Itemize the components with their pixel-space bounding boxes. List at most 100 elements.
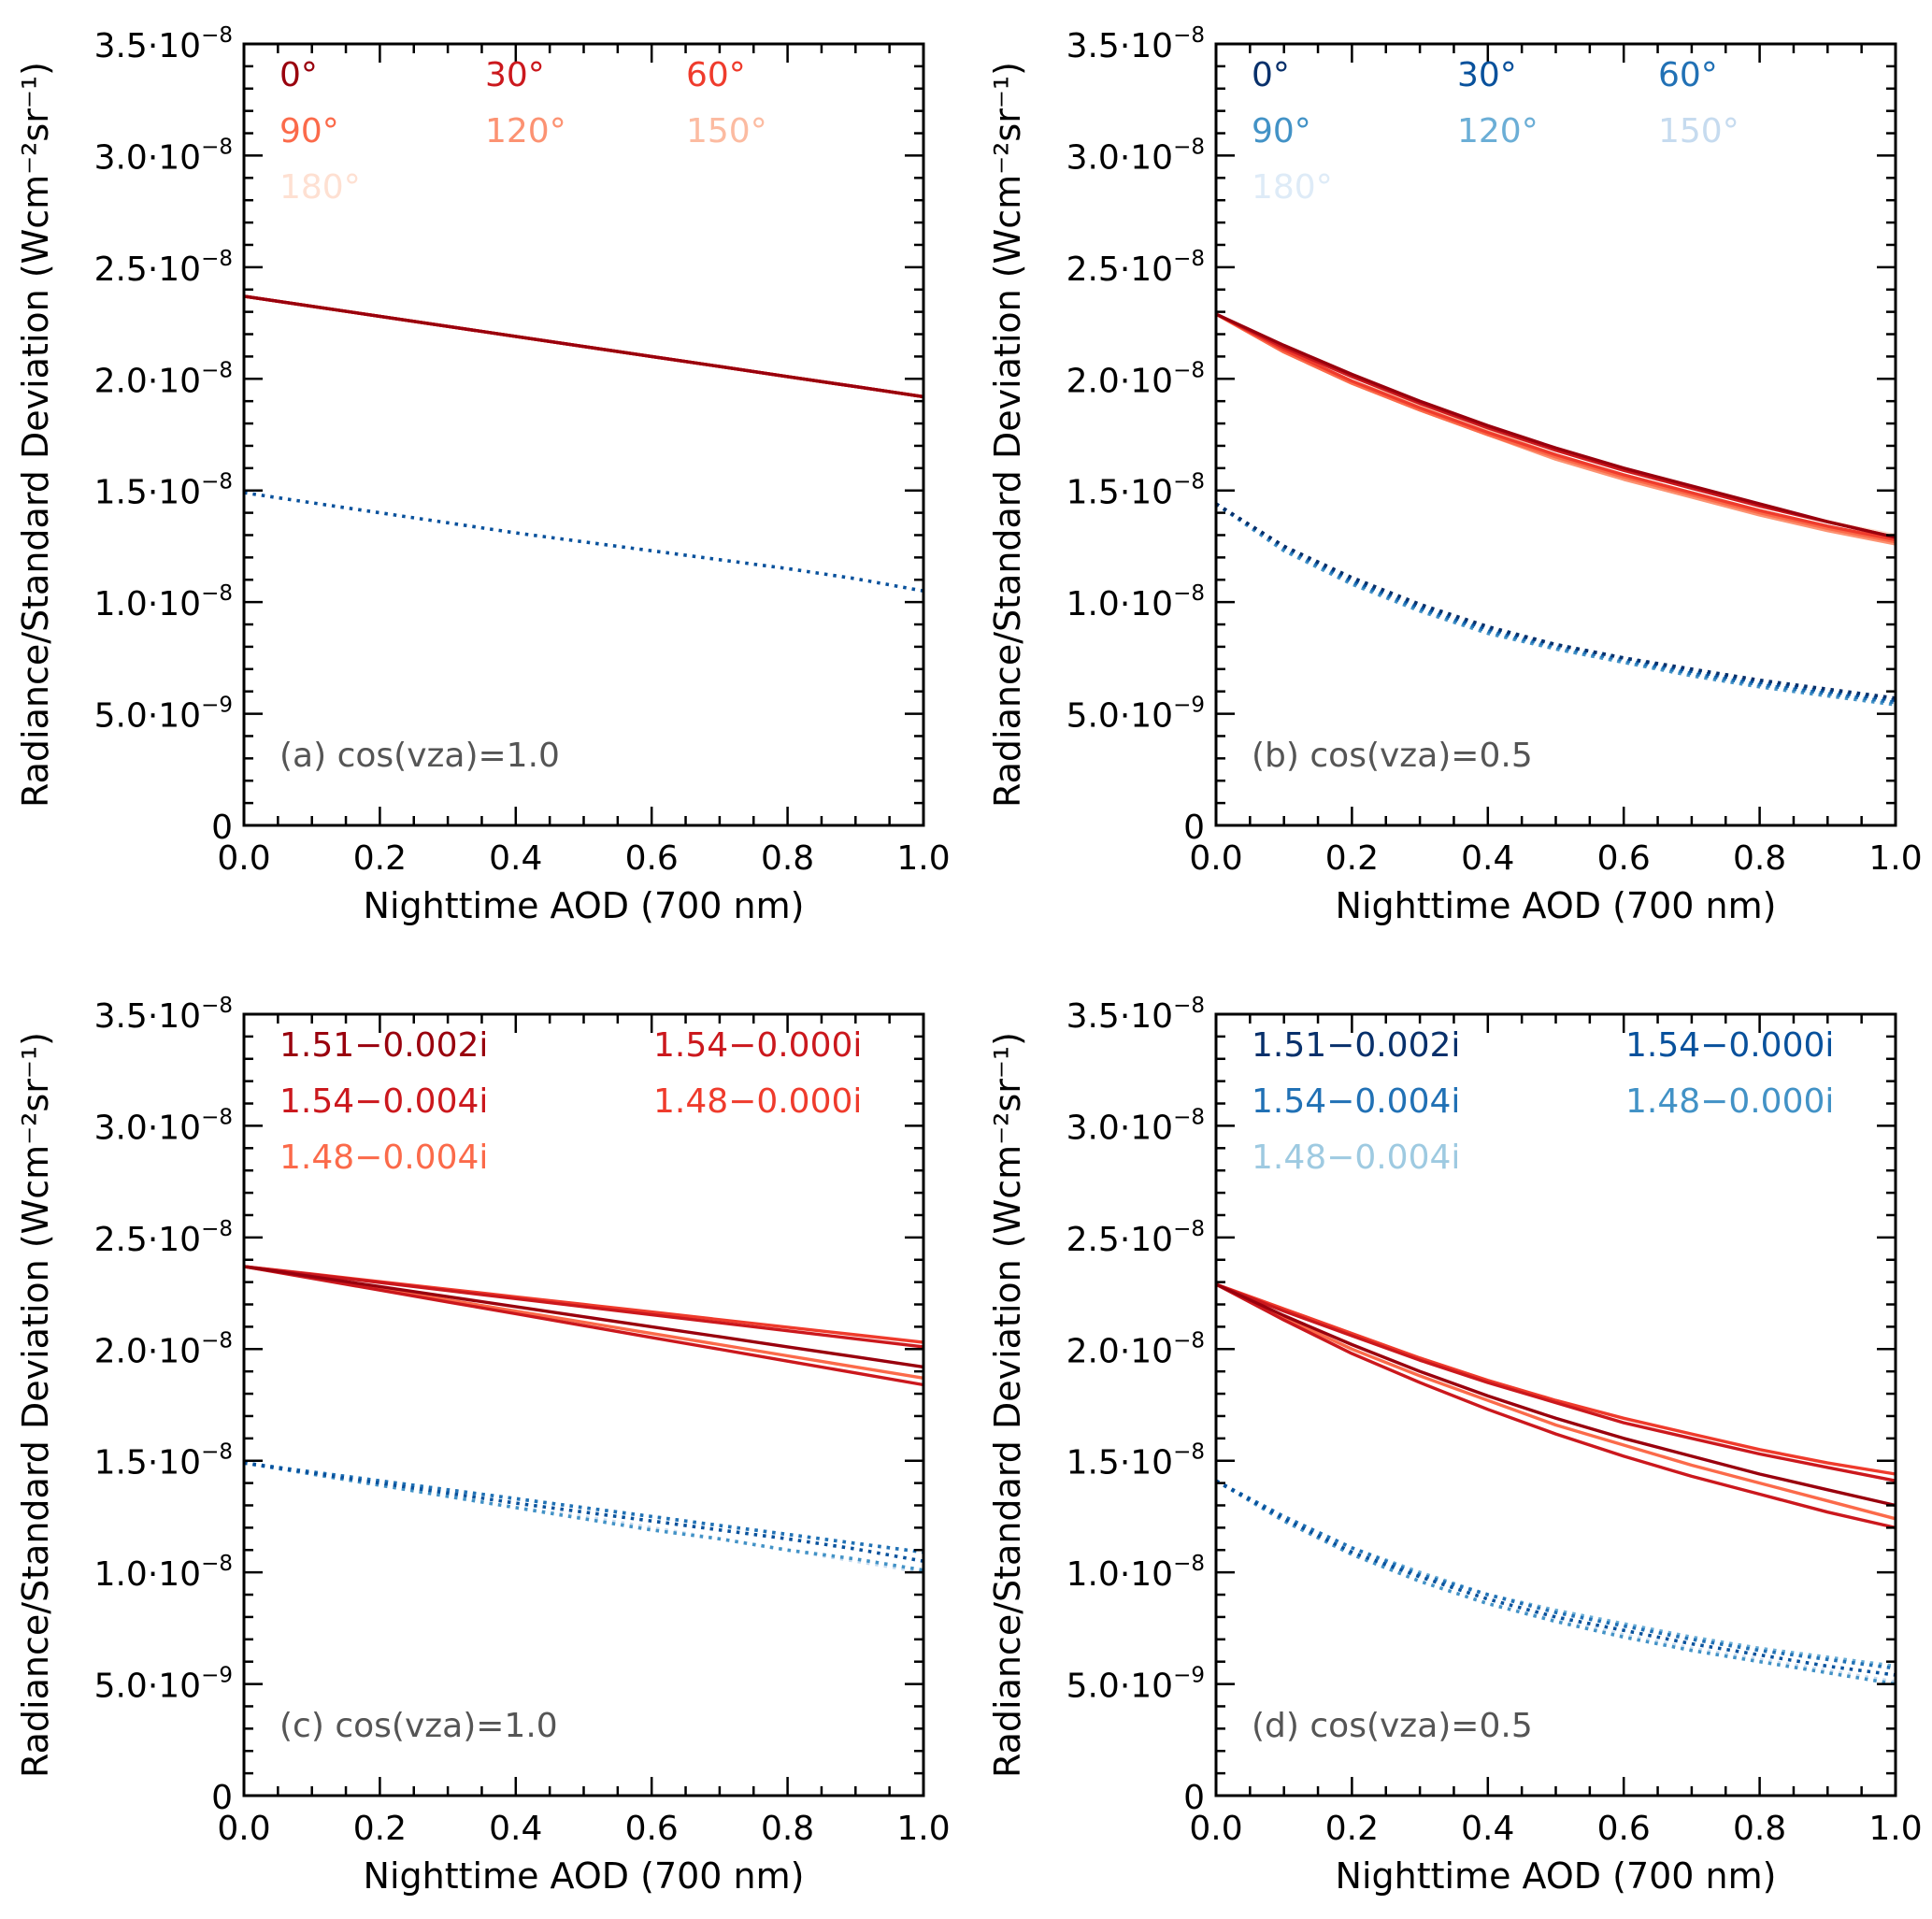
x-tick-label: 0.0 [217,839,270,878]
legend-entry: 60° [1658,56,1718,94]
y-tick-label: 2.5·10−8 [1066,247,1205,289]
chart-panel-a: 0.0 0.2 0.4 0.6 0.8 1.0 3.5·10−8 3.0·10−8 2.5·10… [15,23,951,926]
series-line-8 [1215,1479,1896,1670]
legend-entry: 1.54−0.004i [1252,1082,1460,1121]
x-axis-title: Nighttime AOD (700 nm) [1336,1855,1777,1897]
legend-entry: 120° [485,112,566,150]
legend: 0° 30° 60° 90° 120° 150° 180° [279,56,767,207]
series-group [1214,312,1896,707]
legend: 1.51−0.002i 1.54−0.000i 1.54−0.004i 1.48−0.… [279,1026,862,1177]
legend-entry: 180° [279,168,361,207]
x-axis-title: Nighttime AOD (700 nm) [364,885,805,926]
legend-entry: 30° [1457,56,1517,94]
chart-panel-d: 0.0 0.2 0.4 0.6 0.8 1.0 3.5·10−8 3.0·10−8 2.5·10… [987,994,1923,1897]
series-line-11 [1215,502,1896,705]
series-line-4 [1215,312,1896,541]
y-tick-label: 1.0·10−8 [1066,581,1205,623]
series-line-9 [1215,1479,1896,1677]
x-tick-label: 0.8 [1733,1810,1786,1848]
legend-entry: 90° [279,112,339,150]
y-tick-label: 1.0·10−8 [1066,1552,1205,1594]
legend-entry: 60° [686,56,746,94]
y-tick-label: 5.0·10−9 [94,694,233,736]
y-tick-label: 2.0·10−8 [94,1328,233,1370]
panel-label: (a) cos(vza)=1.0 [279,737,560,775]
y-tick-label: 0 [211,809,233,847]
series-line-4 [243,1265,924,1369]
panel-label: (b) cos(vza)=0.5 [1252,737,1533,775]
y-axis-title: Radiance/Standard Deviation (Wcm⁻²sr⁻¹) [15,62,56,808]
series-line-9 [1214,502,1896,705]
y-axis-title: Radiance/Standard Deviation (Wcm⁻²sr⁻¹) [987,62,1028,808]
y-axis-title: Radiance/Standard Deviation (Wcm⁻²sr⁻¹) [15,1032,56,1778]
x-axis-title: Nighttime AOD (700 nm) [1336,885,1777,926]
y-tick-label: 3.5·10−8 [1066,23,1205,65]
x-tick-label: 0.8 [761,839,814,878]
y-tick-label: 2.5·10−8 [1066,1217,1205,1259]
legend-entry: 1.48−0.000i [1625,1082,1834,1121]
x-tick-label: 0.6 [1597,1810,1651,1848]
legend-entry: 1.54−0.000i [1625,1026,1834,1065]
series-line-5 [243,1461,924,1574]
y-tick-label: 0 [211,1779,233,1817]
series-line-7 [243,1461,924,1572]
legend-entry: 1.51−0.002i [1252,1026,1460,1065]
panel-label: (c) cos(vza)=1.0 [279,1707,558,1745]
plot-frame [242,1012,925,1797]
legend-entry: 0° [279,56,318,94]
y-tick-label: 1.5·10−8 [94,470,233,512]
x-tick-label: 0.6 [1597,839,1651,878]
y-tick-label: 1.0·10−8 [94,581,233,623]
series-line-6 [243,294,924,399]
legend: 0° 30° 60° 90° 120° 150° 180° [1252,56,1739,207]
x-tick-label: 1.0 [896,839,950,878]
x-tick-label: 0.0 [1189,1810,1242,1848]
y-tick-label: 5.0·10−9 [1066,694,1205,736]
series-line-3 [243,1265,924,1349]
x-tick-label: 0.4 [489,1810,542,1848]
y-axis-title: Radiance/Standard Deviation (Wcm⁻²sr⁻¹) [987,1032,1028,1778]
y-tick-label: 5.0·10−9 [1066,1664,1205,1706]
x-tick-label: 0.6 [625,1810,679,1848]
legend-entry: 1.54−0.000i [653,1026,862,1065]
plot-frame [1214,42,1897,827]
y-tick-label: 1.0·10−8 [94,1552,233,1594]
legend-entry: 30° [485,56,545,94]
y-tick-label: 1.5·10−8 [94,1440,233,1482]
x-tick-label: 0.2 [353,1810,407,1848]
series-line-1 [1215,312,1896,541]
x-tick-label: 0.6 [625,839,679,878]
series-line-13 [1215,502,1896,700]
series-line-0 [1215,312,1896,537]
legend-entry: 1.54−0.004i [279,1082,488,1121]
x-tick-label: 0.0 [1189,839,1242,878]
series-line-2 [1215,312,1896,546]
legend: 1.51−0.002i 1.54−0.000i 1.54−0.004i 1.48−0.… [1252,1026,1834,1177]
legend-entry: 90° [1252,112,1311,150]
x-tick-label: 0.2 [1325,839,1379,878]
series-line-7 [243,491,924,593]
legend-entry: 150° [1658,112,1739,150]
x-tick-label: 0.4 [489,839,542,878]
y-tick-label: 3.0·10−8 [94,1105,233,1147]
plot-frame [1214,1012,1897,1797]
legend-entry: 1.51−0.002i [279,1026,488,1065]
y-tick-label: 5.0·10−9 [94,1664,233,1706]
y-tick-label: 3.5·10−8 [1066,994,1205,1036]
y-tick-label: 0 [1183,1779,1205,1817]
y-tick-label: 3.0·10−8 [94,135,233,177]
y-tick-label: 3.0·10−8 [1066,135,1205,177]
legend-entry: 180° [1252,168,1333,207]
series-line-8 [243,1461,924,1554]
y-tick-label: 2.5·10−8 [94,1217,233,1259]
series-line-6 [1215,312,1896,539]
series-line-6 [1215,1479,1896,1668]
x-tick-label: 0.2 [353,839,407,878]
series-line-0 [1215,1282,1896,1521]
y-tick-label: 2.0·10−8 [94,358,233,400]
x-tick-label: 1.0 [896,1810,950,1848]
series-line-6 [243,1461,924,1554]
y-tick-label: 1.5·10−8 [1066,470,1205,512]
x-tick-label: 0.8 [1733,839,1786,878]
